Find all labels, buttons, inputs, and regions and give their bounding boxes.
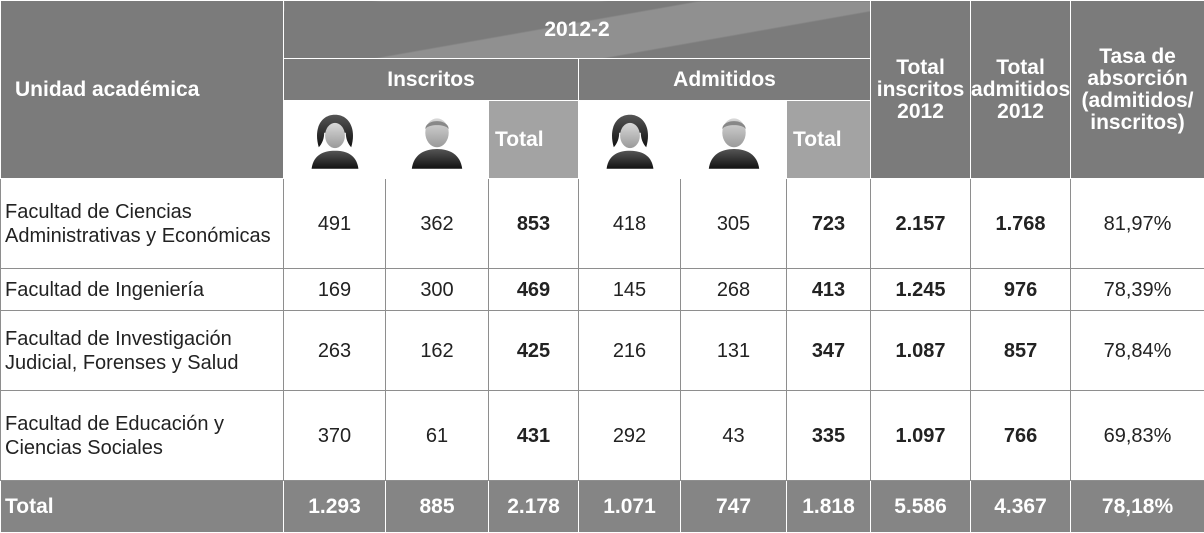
value-cell: 131 [681, 311, 787, 391]
value-cell: 2.157 [871, 179, 971, 269]
icon-cell [386, 101, 489, 179]
value-cell: 300 [386, 269, 489, 311]
value-cell: 469 [489, 269, 579, 311]
value-cell: 976 [971, 269, 1071, 311]
header-cell: Total admitidos 2012 [971, 1, 1071, 179]
value-cell: 418 [579, 179, 681, 269]
icon-cell [681, 101, 787, 179]
value-cell: 1.087 [871, 311, 971, 391]
value-cell: 305 [681, 179, 787, 269]
icon-cell [284, 101, 386, 179]
header-cell: Total inscritos 2012 [871, 1, 971, 179]
value-cell: 370 [284, 391, 386, 481]
value-cell: 268 [681, 269, 787, 311]
header-cell: 2012-2 [284, 1, 871, 59]
woman-icon [308, 110, 362, 170]
value-cell: 425 [489, 311, 579, 391]
value-cell: 61 [386, 391, 489, 481]
value-cell: 263 [284, 311, 386, 391]
value-cell: 747 [681, 481, 787, 533]
value-cell: 723 [787, 179, 871, 269]
row-label: Facultad de Educación y Ciencias Sociale… [1, 391, 284, 481]
table-body: Facultad de Ciencias Administrativas y E… [1, 179, 1204, 533]
value-cell: 1.097 [871, 391, 971, 481]
value-cell: 78,18% [1071, 481, 1204, 533]
value-cell: 885 [386, 481, 489, 533]
value-cell: 491 [284, 179, 386, 269]
table-row: Facultad de Educación y Ciencias Sociale… [1, 391, 1204, 481]
table-row: Facultad de Ciencias Administrativas y E… [1, 179, 1204, 269]
value-cell: 78,84% [1071, 311, 1204, 391]
value-cell: 2.178 [489, 481, 579, 533]
value-cell: 78,39% [1071, 269, 1204, 311]
value-cell: 853 [489, 179, 579, 269]
table-header: Unidad académica 2012-2 Total inscritos … [1, 1, 1204, 179]
value-cell: 145 [579, 269, 681, 311]
value-cell: 857 [971, 311, 1071, 391]
value-cell: 69,83% [1071, 391, 1204, 481]
value-cell: 5.586 [871, 481, 971, 533]
value-cell: 43 [681, 391, 787, 481]
woman-icon [603, 110, 657, 170]
man-icon [410, 110, 464, 170]
value-cell: 1.245 [871, 269, 971, 311]
value-cell: 1.293 [284, 481, 386, 533]
value-cell: 335 [787, 391, 871, 481]
man-icon [707, 110, 761, 170]
value-cell: 413 [787, 269, 871, 311]
value-cell: 1.818 [787, 481, 871, 533]
value-cell: 347 [787, 311, 871, 391]
header-cell: Inscritos [284, 59, 579, 101]
row-label: Facultad de Investigación Judicial, Fore… [1, 311, 284, 391]
value-cell: 292 [579, 391, 681, 481]
row-label: Facultad de Ingeniería [1, 269, 284, 311]
value-cell: 431 [489, 391, 579, 481]
header-cell: Total [489, 101, 579, 179]
value-cell: 162 [386, 311, 489, 391]
row-label: Facultad de Ciencias Administrativas y E… [1, 179, 284, 269]
value-cell: 81,97% [1071, 179, 1204, 269]
header-cell: Admitidos [579, 59, 871, 101]
value-cell: 1.071 [579, 481, 681, 533]
value-cell: 4.367 [971, 481, 1071, 533]
value-cell: 362 [386, 179, 489, 269]
row-label: Total [1, 481, 284, 533]
value-cell: 1.768 [971, 179, 1071, 269]
header-cell: Unidad académica [1, 1, 284, 179]
value-cell: 169 [284, 269, 386, 311]
value-cell: 216 [579, 311, 681, 391]
icon-cell [579, 101, 681, 179]
header-cell: Tasa de absorción (admitidos/ inscritos) [1071, 1, 1204, 179]
value-cell: 766 [971, 391, 1071, 481]
table-row: Facultad de Investigación Judicial, Fore… [1, 311, 1204, 391]
header-cell: Total [787, 101, 871, 179]
